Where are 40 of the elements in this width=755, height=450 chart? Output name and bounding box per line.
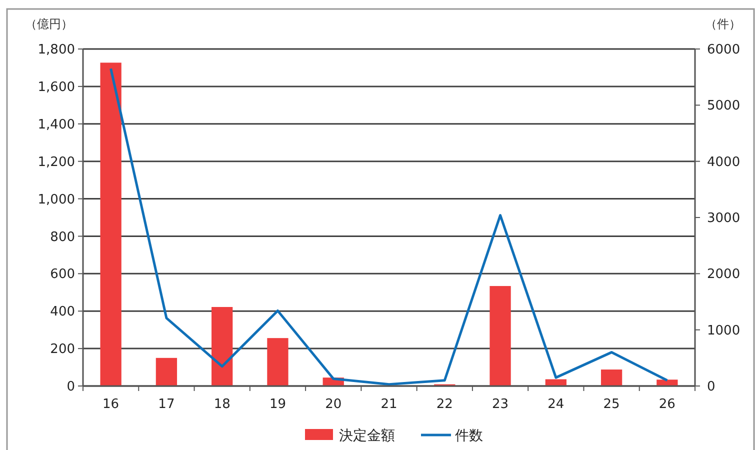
y2-tick-label: 6000 xyxy=(707,42,740,58)
bar xyxy=(156,358,178,386)
y-tick-label: 400 xyxy=(50,304,75,320)
y-tick-label: 800 xyxy=(50,230,75,245)
y2-tick-label: 1000 xyxy=(707,323,740,338)
x-tick-label: 16 xyxy=(102,397,120,412)
y2-axis-title: （件） xyxy=(705,17,741,31)
x-tick-label: 20 xyxy=(325,397,342,412)
bar xyxy=(267,338,288,386)
y-axis-title: （億円） xyxy=(25,17,73,31)
x-tick-label: 18 xyxy=(214,397,230,412)
x-tick-label: 19 xyxy=(269,397,286,412)
y2-tick-label: 3000 xyxy=(707,211,740,226)
bar xyxy=(656,380,678,386)
y-tick-label: 1,600 xyxy=(38,80,75,95)
y2-tick-label: 0 xyxy=(707,380,716,395)
y2-tick-label: 5000 xyxy=(707,98,740,114)
y-tick-label: 0 xyxy=(66,380,75,395)
y-tick-label: 1,000 xyxy=(38,192,75,208)
x-tick-label: 24 xyxy=(548,397,564,412)
x-tick-label: 23 xyxy=(492,397,509,412)
y-tick-label: 600 xyxy=(50,267,75,282)
y2-tick-label: 2000 xyxy=(707,267,740,282)
line-series xyxy=(110,67,668,386)
y-tick-label: 1,400 xyxy=(38,117,75,132)
legend-label: 決定金額 xyxy=(339,428,395,444)
x-tick-label: 22 xyxy=(436,397,453,412)
bar xyxy=(490,286,511,386)
bar xyxy=(100,62,122,386)
legend-label: 件数 xyxy=(455,428,483,444)
x-tick-label: 26 xyxy=(658,397,676,412)
bar xyxy=(600,370,622,386)
y-tick-label: 200 xyxy=(50,342,75,358)
y-tick-label: 1,800 xyxy=(38,42,75,58)
y2-tick-label: 4000 xyxy=(707,154,740,170)
bar xyxy=(212,306,233,386)
x-tick-label: 17 xyxy=(158,397,175,412)
y-tick-label: 1,200 xyxy=(38,154,75,170)
x-tick-label: 25 xyxy=(603,397,620,412)
x-tick-label: 21 xyxy=(380,397,398,412)
